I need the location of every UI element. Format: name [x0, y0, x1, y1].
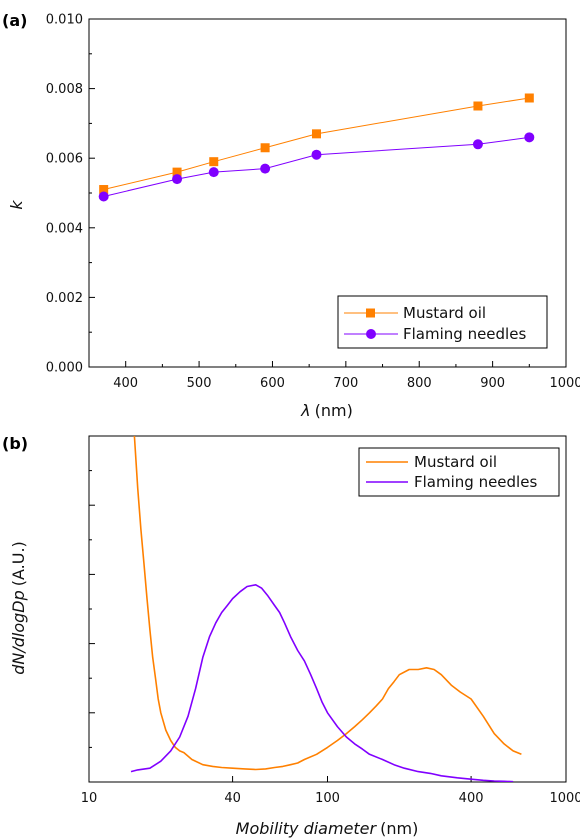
panel-b: (b) 10 40 100 400 1000 dN/dlogDp (A.U.) Mobil…	[2, 434, 580, 838]
panel-a-ylabel: k	[7, 200, 26, 210]
panel-a: (a) 400 500 600 700 800 900 1000 0.000 0.002 0.00…	[2, 11, 580, 420]
flaming-needles-point	[172, 174, 183, 185]
panel-a-ytick-label: 0.002	[46, 291, 83, 306]
series-b-line-flaming	[130, 583, 514, 782]
mustard-oil-point	[260, 143, 270, 153]
panel-a-ytick-label: 0.008	[46, 82, 83, 97]
panel-a-xtick-label: 600	[260, 376, 285, 391]
panel-a-legend: Mustard oil Flaming needles	[337, 295, 548, 349]
panel-a-ticks: 400 500 600 700 800 900 1000 0.000 0.002 0.004 0.0…	[46, 13, 580, 392]
legend-a-flaming-marker	[366, 329, 376, 339]
panel-b-legend: Mustard oil Flaming needles	[358, 447, 560, 497]
flaming-needles-point	[260, 163, 271, 174]
panel-b-series	[130, 436, 522, 782]
panel-b-ticks: 10 40 100 400 1000	[81, 435, 580, 806]
panel-a-label: (a)	[2, 11, 27, 30]
panel-a-xtick-label: 700	[333, 376, 358, 391]
panel-a-ytick-label: 0.006	[46, 152, 83, 167]
panel-a-ytick-label: 0.004	[46, 221, 83, 236]
panel-b-xtick-label: 100	[315, 791, 340, 806]
panel-a-legend-box	[337, 295, 548, 349]
series-a-line-flaming	[103, 136, 530, 197]
panel-a-xtick-label: 800	[407, 376, 432, 391]
panel-b-label: (b)	[2, 434, 28, 453]
flaming-needles-point	[98, 191, 109, 202]
panel-a-xtick-label: 400	[113, 376, 138, 391]
panel-a-xtick-label: 500	[187, 376, 212, 391]
panel-a-series	[98, 93, 535, 202]
panel-a-xlabel-unit: (nm)	[315, 401, 353, 420]
mustard-oil-point	[473, 101, 483, 111]
panel-a-ytick-label: 0.000	[46, 361, 83, 376]
panel-b-ylabel-unit: (A.U.)	[9, 541, 28, 586]
panel-a-ytick-label: 0.010	[46, 13, 83, 28]
panel-b-legend-box	[358, 447, 560, 497]
mustard-oil-point	[209, 157, 219, 167]
panel-b-xlabel: Mobility diameter (nm)	[236, 819, 419, 838]
panel-b-xlabel-unit: (nm)	[380, 819, 418, 838]
panel-b-ylabel: dN/dlogDp (A.U.)	[9, 541, 28, 675]
panel-b-xtick-label: 1000	[549, 791, 580, 806]
panel-a-xtick-label: 1000	[549, 376, 580, 391]
flaming-needles-point	[472, 139, 483, 150]
mustard-oil-point	[172, 167, 182, 177]
flaming-needles-point	[208, 167, 219, 178]
legend-a-mustard-label: Mustard oil	[403, 304, 486, 322]
panel-a-xlabel-symbol: λ	[300, 401, 310, 420]
series-a-line-mustard	[103, 97, 530, 191]
legend-a-flaming-label: Flaming needles	[403, 325, 526, 343]
panel-b-xlabel-main: Mobility diameter	[236, 819, 378, 838]
panel-a-xtick-label: 900	[480, 376, 505, 391]
panel-b-ylabel-main: dN/dlogDp	[9, 590, 28, 675]
legend-b-flaming-label: Flaming needles	[414, 473, 537, 491]
panel-a-xlabel: λ (nm)	[300, 401, 353, 420]
panel-b-xtick-label: 40	[224, 791, 241, 806]
flaming-needles-point	[524, 132, 535, 143]
mustard-oil-point	[524, 93, 534, 103]
legend-a-mustard-marker	[366, 308, 375, 318]
series-b-line-mustard	[133, 436, 522, 771]
legend-b-mustard-label: Mustard oil	[414, 453, 497, 471]
flaming-needles-point	[311, 149, 322, 160]
mustard-oil-point	[311, 129, 321, 139]
panel-b-xtick-label: 10	[81, 791, 98, 806]
mustard-oil-point	[99, 185, 109, 195]
panel-b-xtick-label: 400	[459, 791, 484, 806]
